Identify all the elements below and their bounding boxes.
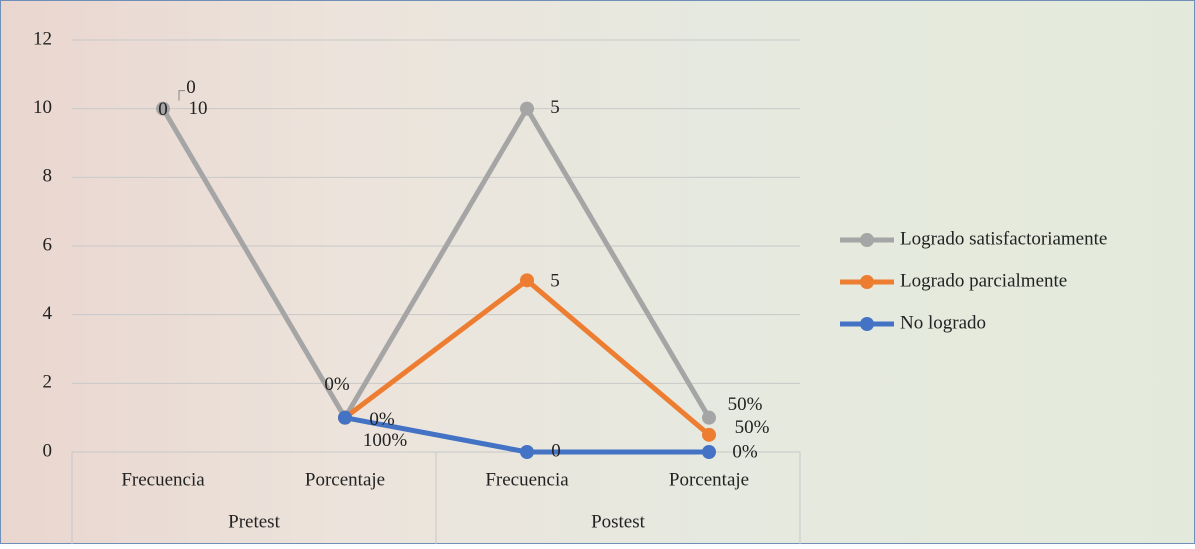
point: [520, 101, 534, 116]
legend-label: Logrado satisfactoriamente: [900, 228, 1107, 249]
x-tick-label: Frecuencia: [121, 469, 205, 490]
data-label: 0%: [369, 409, 395, 430]
point: [520, 273, 534, 288]
y-tick-label: 10: [33, 97, 52, 118]
y-tick-label: 6: [43, 234, 53, 255]
point: [156, 101, 170, 116]
x-tick-label: Frecuencia: [485, 469, 569, 490]
point: [702, 410, 716, 425]
point: [702, 445, 716, 459]
data-label: 0: [186, 77, 196, 98]
data-label: 10: [189, 98, 208, 119]
data-label: 0: [158, 99, 168, 120]
data-label: 0%: [324, 374, 350, 395]
y-tick-label: 8: [43, 166, 53, 187]
series-line: [160, 106, 712, 421]
data-label: 50%: [728, 394, 763, 415]
data-label: 5: [550, 271, 560, 292]
legend-label: Logrado parcialmente: [900, 270, 1067, 291]
data-label: 50%: [735, 417, 770, 438]
point: [702, 427, 716, 442]
data-label: 100%: [363, 430, 408, 451]
point: [338, 410, 352, 425]
x-tick-label: Porcentaje: [669, 469, 749, 490]
y-tick-label: 4: [43, 303, 53, 324]
data-label: 5: [550, 97, 560, 118]
point: [520, 445, 534, 459]
legend-marker: [860, 317, 874, 331]
leader-line: [178, 90, 185, 101]
legend-label: No logrado: [900, 312, 986, 333]
y-tick-label: 0: [43, 440, 53, 461]
data-label: 0%: [732, 441, 758, 462]
legend-marker: [860, 233, 874, 247]
legend-marker: [860, 275, 874, 289]
data-label: 0: [551, 440, 561, 461]
group-label: Pretest: [228, 511, 280, 532]
y-tick-label: 12: [33, 28, 52, 49]
x-tick-label: Porcentaje: [305, 469, 385, 490]
y-tick-label: 2: [43, 372, 53, 393]
group-label: Postest: [591, 511, 646, 532]
